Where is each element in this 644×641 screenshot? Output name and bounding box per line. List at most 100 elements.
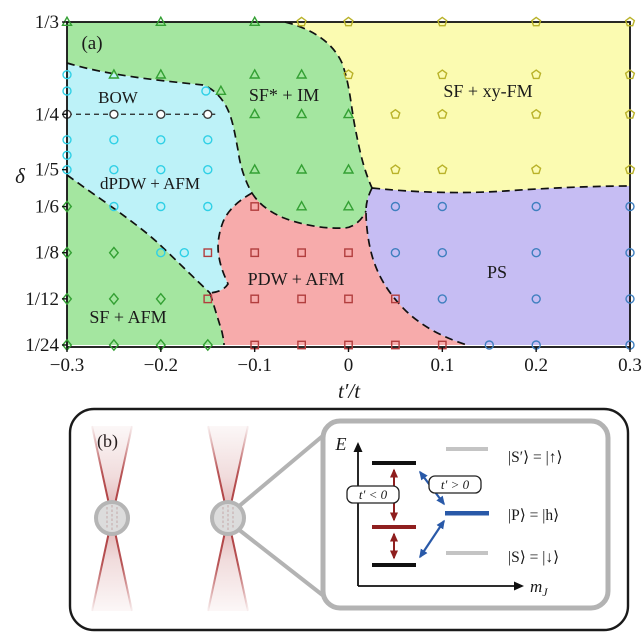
phase-boundary-8 — [371, 185, 631, 194]
marker-pent — [624, 164, 636, 175]
marker-circC — [156, 247, 166, 258]
marker-tri — [295, 108, 308, 119]
marker-diam — [108, 246, 120, 259]
marker-tri — [295, 68, 308, 79]
marker-circC — [109, 164, 119, 175]
bow-marker — [203, 109, 213, 119]
label-sf-xy-fm: SF + xy-FM — [443, 81, 532, 101]
marker-pent — [624, 69, 636, 80]
phase-boundary-6 — [284, 21, 373, 189]
label-dpdw-afm: dPDW + AFM — [100, 174, 200, 193]
marker-circB — [484, 340, 494, 350]
phase-boundary-7 — [365, 187, 468, 346]
coupling-negative-label: t′ < 0 — [359, 487, 388, 502]
marker-sq — [250, 248, 260, 258]
marker-circC — [203, 135, 213, 145]
marker-pent — [624, 108, 636, 119]
atom-texture — [222, 505, 234, 531]
y-tick-label: 1/4 — [35, 104, 60, 125]
marker-sq — [203, 248, 213, 258]
atom — [210, 500, 246, 536]
marker-tri — [249, 15, 261, 26]
x-tick-label: −0.1 — [237, 355, 271, 376]
panel-a-tag: (a) — [81, 33, 102, 54]
marker-sq — [390, 294, 400, 304]
y-tick-label: 1/5 — [35, 160, 59, 181]
marker-pent — [390, 164, 401, 175]
label-ps: PS — [487, 262, 507, 282]
marker-pent — [343, 16, 354, 27]
marker-circC — [201, 86, 211, 96]
marker-sq — [297, 294, 307, 304]
marker-circC — [62, 86, 72, 96]
marker-circC — [156, 201, 166, 212]
data-point-markers — [61, 15, 636, 352]
marker-pent — [531, 164, 542, 175]
marker-tri — [155, 68, 167, 79]
bow-marker — [156, 109, 166, 119]
beam-cone-top — [208, 426, 248, 518]
marker-pent — [437, 108, 448, 119]
marker-circB — [531, 201, 541, 212]
x-tick-label: −0.2 — [144, 355, 178, 376]
marker-tri — [249, 108, 261, 119]
atom — [94, 500, 130, 536]
optical-tweezer-right — [207, 425, 327, 612]
marker-circB — [390, 201, 401, 212]
marker-pent — [390, 108, 401, 119]
marker-circB — [531, 247, 541, 258]
level-s-prime-right — [446, 447, 488, 451]
marker-sq — [297, 248, 307, 258]
marker-tri — [295, 163, 308, 174]
axis-ticks: −0.3 −0.2 −0.1 0 0.1 0.2 0.3 1/3 1/4 1/5 1/6 1/8 1/1… — [25, 12, 642, 376]
marker-circB — [437, 201, 447, 212]
marker-pent — [296, 16, 307, 27]
marker-pent — [531, 69, 542, 80]
marker-circB — [437, 294, 447, 304]
marker-circC — [62, 150, 72, 161]
state-label-bottom: |S⟩ = |↓⟩ — [508, 549, 559, 566]
y-tick-label: 1/24 — [25, 335, 59, 356]
x-tick-label: 0.1 — [430, 355, 454, 376]
energy-axis-label: E — [335, 434, 347, 454]
region-ps — [366, 186, 630, 345]
level-p-right — [445, 511, 489, 516]
marker-tri — [295, 200, 308, 211]
marker-tri — [155, 15, 167, 26]
x-axis-label: t′/t — [338, 379, 361, 403]
label-pdw-afm: PDW + AFM — [248, 269, 345, 289]
y-tick-label: 1/8 — [35, 243, 59, 264]
label-sf-afm: SF + AFM — [89, 307, 166, 327]
marker-circB — [531, 294, 541, 304]
level-s-prime-left — [372, 461, 416, 465]
marker-pent — [531, 16, 542, 27]
marker-diam — [61, 292, 73, 306]
region-sf-xy-fm — [285, 22, 630, 193]
marker-tri — [342, 163, 355, 174]
region-labels: (a) BOW SF* + IM SF + xy-FM dPDW + AFM PDW + … — [81, 33, 532, 327]
level-s-right — [446, 551, 488, 555]
phase-boundary-5 — [251, 192, 367, 229]
y-tick-label: 1/3 — [35, 12, 59, 33]
y-tick-label: 1/12 — [25, 289, 59, 310]
marker-circB — [625, 294, 635, 304]
y-tick-label: 1/6 — [35, 197, 59, 218]
marker-circC — [62, 135, 72, 145]
marker-circB — [390, 247, 401, 258]
marker-diam — [61, 246, 73, 259]
marker-tri — [61, 15, 73, 26]
marker-circC — [156, 164, 166, 175]
marker-pent — [437, 164, 448, 175]
marker-circB — [437, 247, 447, 258]
marker-tri — [249, 163, 261, 174]
marker-diam — [155, 292, 167, 306]
marker-sq — [250, 202, 260, 211]
marker-diam — [202, 338, 214, 352]
label-bow: BOW — [98, 88, 139, 107]
marker-pent — [437, 69, 448, 80]
phase-boundary-4 — [209, 292, 225, 346]
marker-sq — [390, 340, 400, 350]
phase-boundaries — [66, 21, 631, 346]
x-tick-label: 0.2 — [524, 355, 548, 376]
marker-circC — [179, 247, 190, 258]
